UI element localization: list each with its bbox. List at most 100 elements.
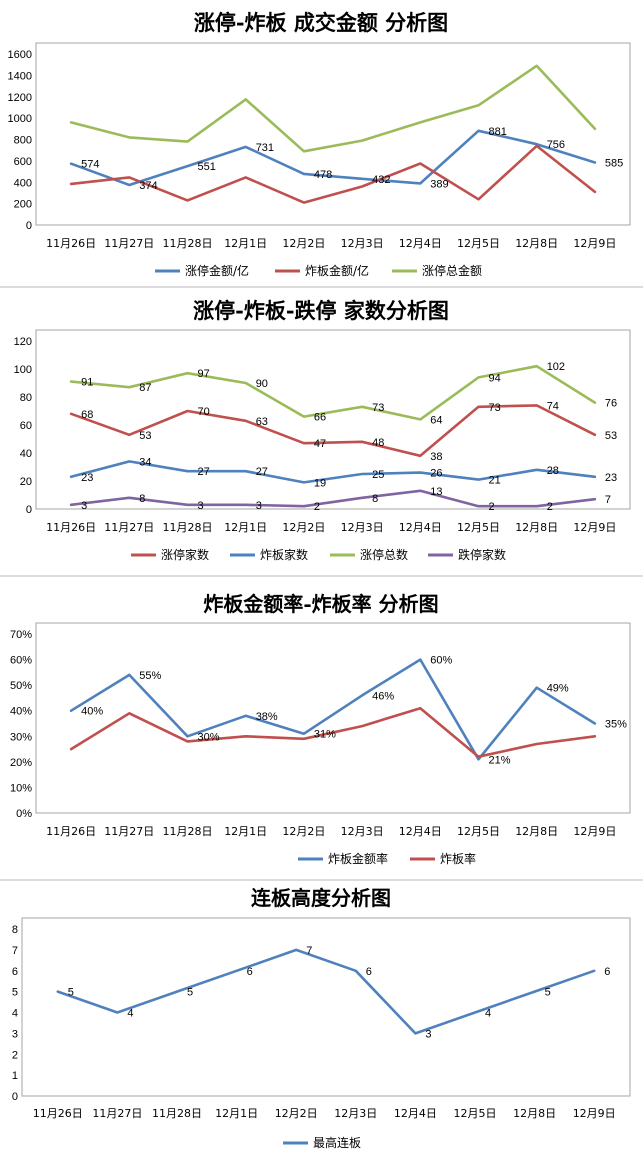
data-label: 73	[372, 402, 384, 414]
data-label: 478	[314, 169, 332, 181]
x-tick-label: 12月3日	[341, 521, 384, 534]
data-label: 68	[81, 409, 93, 421]
data-label: 6	[247, 966, 253, 978]
data-label: 90	[256, 378, 268, 390]
legend-label: 涨停金额/亿	[185, 263, 249, 278]
data-label: 4	[485, 1008, 491, 1020]
x-tick-label: 12月5日	[457, 237, 500, 250]
x-tick-label: 11月28日	[163, 521, 213, 534]
data-label: 73	[489, 402, 501, 414]
data-label: 48	[372, 437, 384, 449]
data-label: 55%	[139, 670, 161, 682]
y-tick-label: 4	[12, 1008, 18, 1020]
data-label: 374	[139, 180, 157, 192]
data-label: 551	[198, 161, 216, 173]
data-label: 585	[605, 157, 623, 169]
y-tick-label: 60	[20, 420, 32, 432]
data-label: 31%	[314, 729, 336, 741]
data-label: 574	[81, 159, 99, 171]
x-tick-label: 12月1日	[224, 521, 267, 534]
x-tick-label: 12月8日	[513, 1107, 556, 1120]
x-tick-label: 12月4日	[399, 237, 442, 250]
y-tick-label: 50%	[10, 680, 32, 692]
y-tick-label: 1	[12, 1070, 18, 1082]
x-tick-label: 12月5日	[457, 521, 500, 534]
data-label: 47	[314, 438, 326, 450]
data-label: 34	[139, 456, 151, 468]
x-tick-label: 12月9日	[573, 825, 616, 838]
x-tick-label: 12月3日	[334, 1107, 377, 1120]
x-tick-label: 12月9日	[573, 1107, 616, 1120]
x-tick-label: 11月26日	[46, 237, 96, 250]
y-tick-label: 0	[26, 504, 32, 516]
data-label: 26	[430, 468, 442, 480]
y-tick-label: 70%	[10, 629, 32, 641]
legend-label: 涨停总金额	[422, 263, 482, 278]
x-tick-label: 12月9日	[573, 521, 616, 534]
data-label: 38%	[256, 711, 278, 723]
series-line-1	[69, 404, 597, 458]
data-label: 2	[489, 501, 495, 513]
legend-label: 炸板金额/亿	[305, 263, 369, 278]
series-line-2	[69, 460, 597, 484]
x-tick-label: 11月27日	[92, 1107, 142, 1120]
x-tick-label: 12月8日	[515, 237, 558, 250]
data-label: 21	[489, 475, 501, 487]
data-label: 4	[127, 1008, 133, 1020]
x-tick-label: 12月4日	[399, 521, 442, 534]
x-tick-label: 12月8日	[515, 825, 558, 838]
data-label: 74	[547, 400, 559, 412]
x-tick-label: 12月9日	[573, 237, 616, 250]
y-tick-label: 80	[20, 392, 32, 404]
data-label: 46%	[372, 690, 394, 702]
data-label: 63	[256, 416, 268, 428]
data-label: 3	[198, 500, 204, 512]
y-tick-label: 1600	[8, 49, 32, 61]
data-label: 8	[139, 493, 145, 505]
x-tick-label: 11月26日	[46, 521, 96, 534]
data-label: 66	[314, 412, 326, 424]
x-tick-label: 12月5日	[454, 1107, 497, 1120]
data-label: 97	[198, 368, 210, 380]
x-tick-label: 11月28日	[163, 237, 213, 250]
y-tick-label: 8	[12, 924, 18, 936]
y-tick-label: 20	[20, 476, 32, 488]
data-label: 3	[425, 1028, 431, 1040]
x-tick-label: 11月28日	[152, 1107, 202, 1120]
series-line-2	[69, 144, 597, 204]
x-tick-label: 12月3日	[341, 825, 384, 838]
data-label: 5	[68, 987, 74, 999]
series-line-1	[69, 658, 597, 761]
x-tick-label: 12月2日	[275, 1107, 318, 1120]
x-tick-label: 12月2日	[282, 237, 325, 250]
y-tick-label: 120	[14, 336, 32, 348]
data-label: 35%	[605, 719, 627, 731]
plot-frame	[21, 917, 631, 1097]
y-tick-label: 2	[12, 1049, 18, 1061]
legend-label: 最高连板	[313, 1135, 361, 1150]
chart-title: 涨停-炸板-跌停 家数分析图	[193, 298, 449, 323]
data-label: 28	[547, 465, 559, 477]
y-tick-label: 600	[14, 156, 32, 168]
chart-title: 涨停-炸板 成交金额 分析图	[194, 10, 448, 35]
data-label: 102	[547, 361, 565, 373]
data-label: 76	[605, 398, 617, 410]
x-tick-label: 12月3日	[341, 237, 384, 250]
series-line-1	[56, 948, 596, 1035]
y-tick-label: 20%	[10, 757, 32, 769]
data-label: 21%	[489, 754, 511, 766]
data-label: 94	[489, 372, 501, 384]
data-label: 8	[372, 493, 378, 505]
chart-title: 连板高度分析图	[251, 886, 391, 910]
legend-label: 涨停总数	[360, 547, 408, 562]
data-label: 53	[139, 430, 151, 442]
data-label: 87	[139, 382, 151, 394]
data-label: 64	[430, 414, 442, 426]
x-tick-label: 12月2日	[282, 521, 325, 534]
data-label: 53	[605, 430, 617, 442]
legend-label: 跌停家数	[458, 547, 506, 562]
legend-label: 炸板金额率	[328, 851, 388, 866]
y-tick-label: 400	[14, 177, 32, 189]
y-tick-label: 200	[14, 199, 32, 211]
y-tick-label: 5	[12, 987, 18, 999]
